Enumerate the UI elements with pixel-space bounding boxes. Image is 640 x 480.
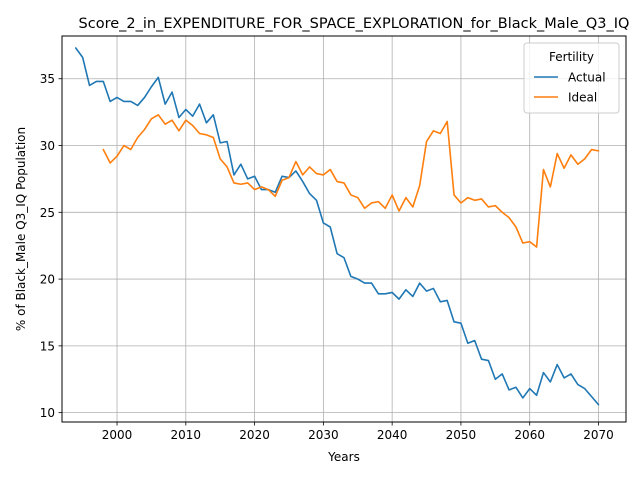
x-tick-label: 2070 (583, 428, 614, 442)
y-tick-label: 35 (40, 72, 55, 86)
x-tick-label: 2020 (239, 428, 270, 442)
legend-label-ideal: Ideal (568, 91, 597, 105)
x-tick-label: 2050 (446, 428, 477, 442)
x-tick-label: 2000 (102, 428, 133, 442)
legend-items: Actual Ideal (534, 71, 606, 105)
y-tick-label: 20 (40, 273, 55, 287)
series-lines (74, 47, 600, 406)
chart-title: Score_2_in_EXPENDITURE_FOR_SPACE_EXPLORA… (79, 16, 630, 32)
legend: Fertility Actual Ideal (523, 42, 620, 114)
axis-ticks: 2000 2010 2020 2030 2040 2050 2060 2070 10 15 20 25… (40, 72, 614, 442)
y-tick-label: 25 (40, 206, 55, 220)
x-tick-label: 2040 (377, 428, 408, 442)
series-line-ideal (102, 114, 600, 248)
legend-box (523, 42, 620, 114)
legend-label-actual: Actual (568, 71, 606, 85)
x-tick-label: 2030 (308, 428, 339, 442)
series-line-actual (74, 47, 600, 406)
y-tick-label: 30 (40, 139, 55, 153)
y-tick-label: 15 (40, 339, 55, 353)
x-tick-label: 2010 (171, 428, 202, 442)
y-axis-title: % of Black_Male Q3_IQ Population (14, 127, 28, 331)
plot-frame (61, 35, 627, 423)
legend-title: Fertility (549, 50, 594, 64)
y-tick-label: 10 (40, 406, 55, 420)
x-tick-label: 2060 (514, 428, 545, 442)
x-axis-title: Years (327, 450, 360, 464)
